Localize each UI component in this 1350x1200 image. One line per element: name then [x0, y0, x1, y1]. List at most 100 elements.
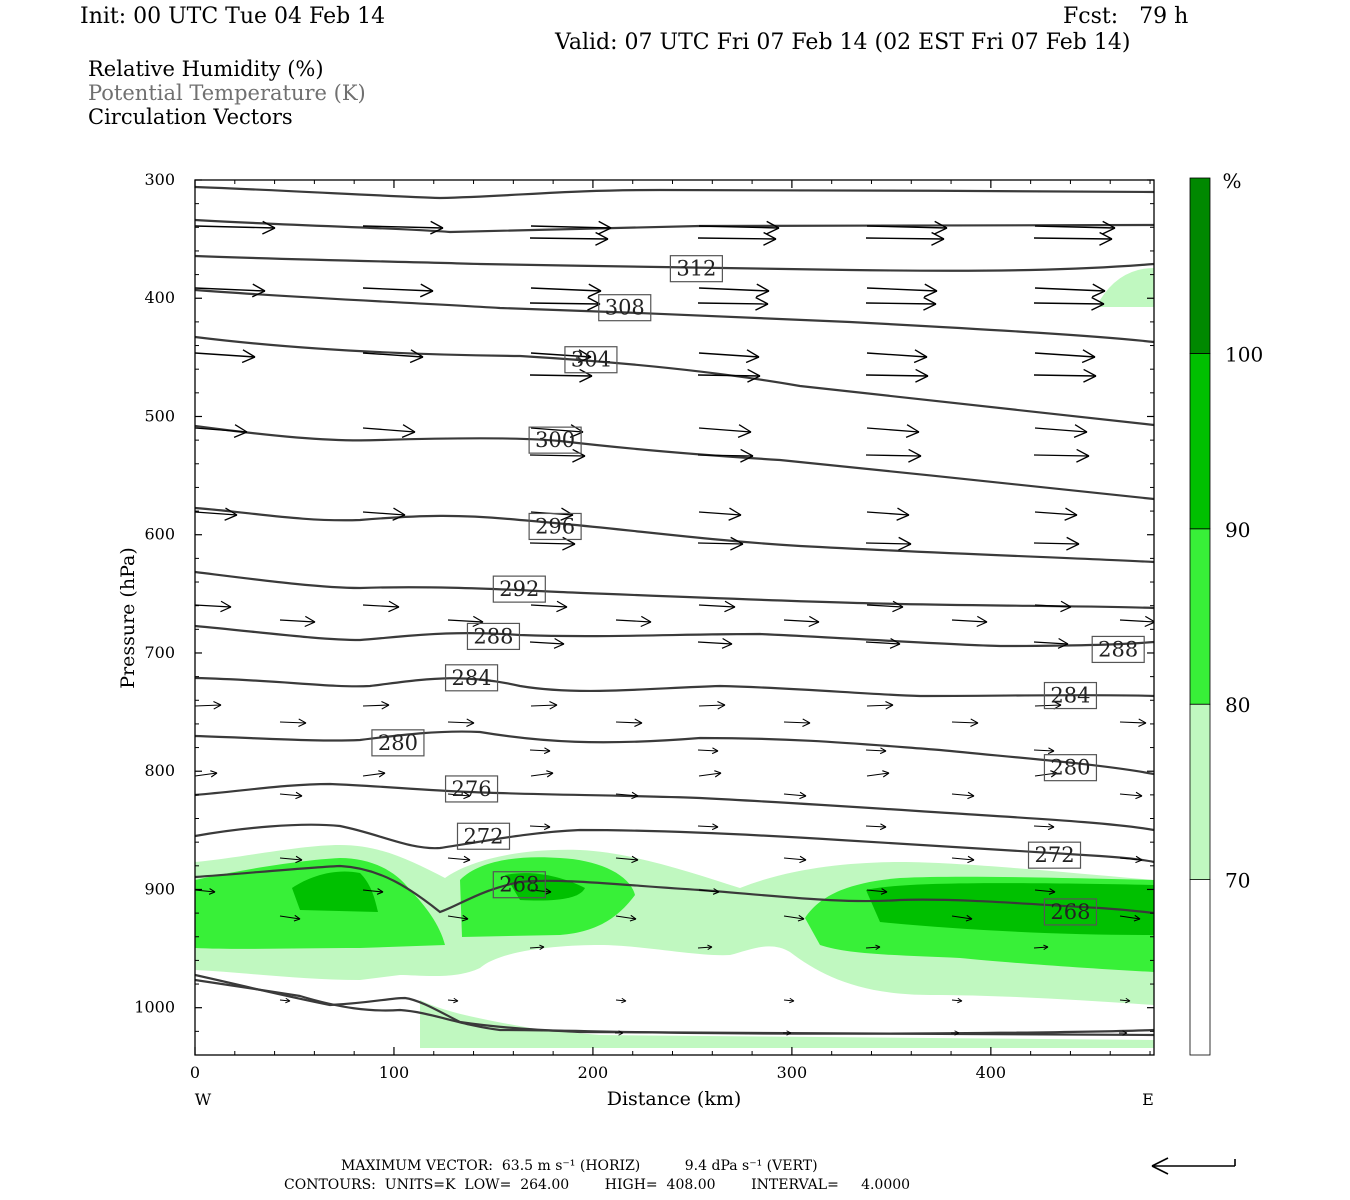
vector-arrow	[783, 615, 820, 628]
reference-vector-arrow	[1151, 1157, 1236, 1175]
x-tick-label: 100	[379, 1063, 410, 1082]
vector-arrow	[1034, 770, 1058, 778]
x-tick-label: 300	[777, 1063, 808, 1082]
vector-arrow	[866, 701, 894, 710]
vector-arrow	[951, 997, 963, 1004]
vector-arrow	[697, 536, 744, 551]
vector-arrow	[1033, 536, 1080, 551]
theta-label: 292	[492, 575, 546, 603]
vector-arrow	[783, 914, 805, 922]
vector-arrow	[279, 855, 303, 864]
vector-arrow	[783, 791, 807, 800]
theta-label: 284	[1043, 681, 1098, 710]
svg-text:284: 284	[1050, 684, 1090, 708]
theta-contour	[195, 624, 1154, 648]
vector-arrow	[530, 701, 558, 710]
vector-arrow	[530, 888, 552, 895]
svg-text:296: 296	[535, 514, 575, 538]
vector-arrow	[1033, 448, 1090, 463]
theta-contour	[195, 864, 1154, 915]
vector-arrow	[951, 615, 988, 628]
theta-label: 308	[598, 294, 652, 322]
svg-text:276: 276	[452, 777, 492, 801]
vector-arrow	[1033, 637, 1069, 649]
theta-contour	[195, 782, 1154, 832]
init-time: Init: 00 UTC Tue 04 Feb 14	[80, 4, 386, 29]
vector-arrow	[529, 747, 551, 755]
vector-arrow	[195, 600, 232, 613]
vector-arrow	[447, 718, 475, 727]
vector-arrow	[865, 231, 945, 246]
vector-arrow	[615, 855, 639, 864]
theta-contour	[195, 424, 1154, 501]
theta-contour	[195, 335, 1154, 427]
vector-arrow	[195, 283, 266, 298]
vector-arrow	[615, 718, 643, 727]
theta-label: 296	[528, 512, 582, 541]
vector-arrow	[865, 823, 887, 831]
x-tick-label: 200	[578, 1063, 609, 1082]
vector-arrow	[865, 368, 929, 383]
theta-label: 300	[528, 426, 582, 454]
colorbar-segment	[1189, 703, 1211, 881]
x-axis: 0 100 200 300 400	[190, 180, 1151, 1082]
vector-arrow	[865, 296, 937, 311]
vector-arrow	[866, 283, 938, 298]
vector-arrow	[1119, 997, 1131, 1004]
colorbar: 70 80 90 100	[1189, 177, 1263, 1056]
vector-arrow	[866, 424, 920, 438]
vector-arrow	[1034, 220, 1116, 235]
theta-label: 288	[466, 622, 521, 651]
circulation-vectors	[195, 220, 1154, 1036]
vector-arrow	[698, 770, 722, 778]
vector-arrow	[1119, 615, 1154, 628]
vector-arrow	[1033, 823, 1055, 831]
colorbar-level-label: 70	[1225, 869, 1250, 893]
vector-arrow	[195, 770, 218, 778]
vector-arrow	[529, 823, 551, 831]
theta-labels: 312 308 304 300 296 292 288 288 284 284 280 280 276 2…	[371, 255, 1145, 926]
vector-arrow	[362, 424, 416, 438]
vector-arrow	[866, 888, 888, 895]
vector-arrow	[866, 600, 904, 613]
max-vector-info: MAXIMUM VECTOR: 63.5 m s⁻¹ (HORIZ) 9.4 d…	[341, 1158, 818, 1174]
vector-arrow	[697, 944, 713, 951]
theta-label: 288	[1091, 635, 1145, 664]
vector-arrow	[1034, 283, 1106, 298]
y-tick-label: 300	[144, 170, 175, 189]
theta-label: 280	[371, 729, 425, 757]
y-tick-label: 400	[144, 288, 175, 307]
theta-label: 272	[1027, 841, 1082, 869]
vector-arrow	[866, 349, 928, 364]
vector-arrow	[698, 701, 726, 710]
theta-contour	[195, 570, 1154, 610]
vector-arrow	[447, 791, 471, 800]
vector-arrow	[1033, 296, 1105, 311]
plot-frame	[194, 179, 1155, 1056]
vector-arrow	[1033, 368, 1097, 383]
theta-contour	[195, 185, 1154, 200]
vector-arrow	[529, 637, 565, 649]
vector-arrow	[698, 507, 742, 521]
theta-contour	[195, 506, 1154, 564]
theta-contour	[195, 730, 1154, 776]
vector-arrow	[951, 914, 973, 922]
theta-label: 312	[669, 255, 723, 283]
vector-arrow	[195, 349, 256, 364]
x-tick-label: 400	[976, 1063, 1007, 1082]
vector-arrow	[866, 220, 948, 235]
svg-text:272: 272	[463, 824, 503, 848]
rh-90-region-east	[866, 883, 1154, 935]
legend-circulation-vectors: Circulation Vectors	[88, 105, 293, 129]
vector-arrow	[783, 718, 811, 727]
vector-arrow	[697, 296, 769, 311]
vector-arrow	[615, 615, 652, 628]
vector-arrow	[1034, 600, 1072, 613]
theta-label: 280	[1043, 754, 1098, 782]
vector-arrow	[865, 536, 912, 551]
y-tick-label: 800	[144, 761, 175, 780]
vector-arrow	[951, 1030, 960, 1036]
forecast-hour: Fcst: 79 h	[1063, 4, 1189, 29]
theta-contour	[195, 254, 1154, 272]
svg-text:272: 272	[1034, 843, 1074, 867]
